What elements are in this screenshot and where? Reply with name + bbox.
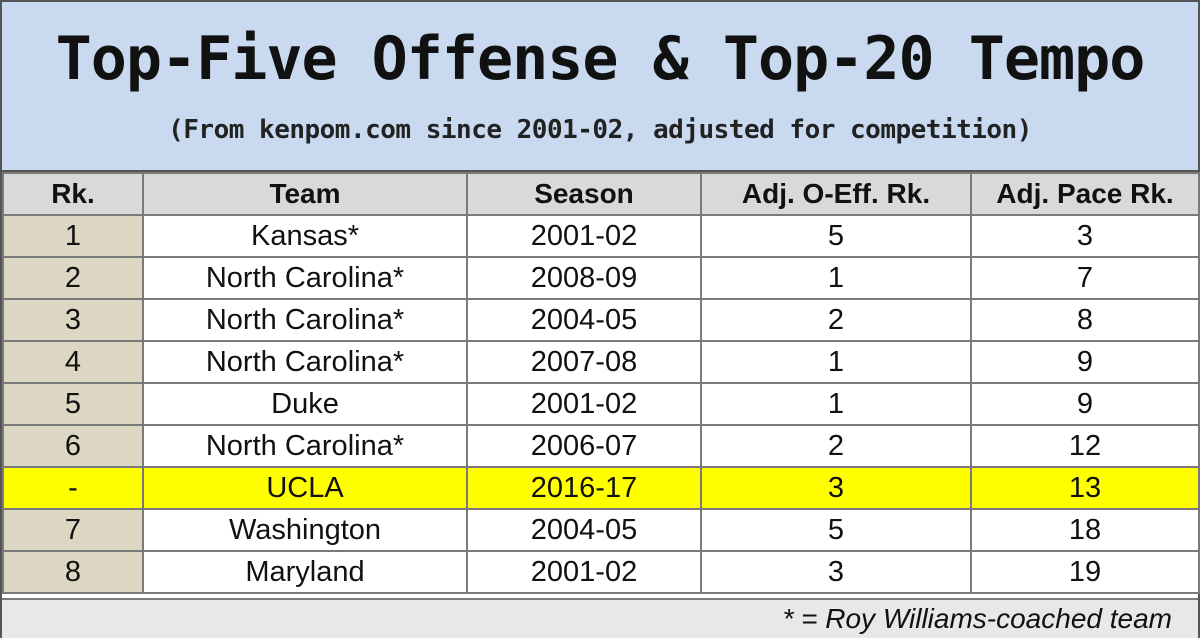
cell-season: 2008-09 xyxy=(466,256,702,300)
cell-offense-rank: 1 xyxy=(700,340,972,384)
footnote-text: * = Roy Williams-coached team xyxy=(782,603,1172,634)
cell-team: Maryland xyxy=(142,550,468,594)
cell-pace-rank: 12 xyxy=(970,424,1200,468)
cell-team: North Carolina* xyxy=(142,298,468,342)
cell-team: North Carolina* xyxy=(142,256,468,300)
footnote-bar: * = Roy Williams-coached team xyxy=(2,598,1198,638)
cell-season: 2007-08 xyxy=(466,340,702,384)
cell-team: Duke xyxy=(142,382,468,426)
cell-offense-rank: 1 xyxy=(700,256,972,300)
cell-team: Washington xyxy=(142,508,468,552)
cell-pace-rank: 3 xyxy=(970,214,1200,258)
cell-pace-rank: 9 xyxy=(970,382,1200,426)
cell-offense-rank: 3 xyxy=(700,550,972,594)
cell-season: 2016-17 xyxy=(466,466,702,510)
cell-offense-rank: 1 xyxy=(700,382,972,426)
cell-offense-rank: 5 xyxy=(700,508,972,552)
cell-rank: 6 xyxy=(2,424,144,468)
table-row-highlighted: - UCLA 2016-17 3 13 xyxy=(2,466,1200,510)
cell-rank: - xyxy=(2,466,144,510)
cell-team: North Carolina* xyxy=(142,340,468,384)
cell-season: 2006-07 xyxy=(466,424,702,468)
table-row: 8 Maryland 2001-02 3 19 xyxy=(2,550,1200,594)
cell-rank: 7 xyxy=(2,508,144,552)
cell-season: 2001-02 xyxy=(466,550,702,594)
cell-pace-rank: 8 xyxy=(970,298,1200,342)
table-row: 7 Washington 2004-05 5 18 xyxy=(2,508,1200,552)
cell-offense-rank: 2 xyxy=(700,424,972,468)
column-header-offense-rank: Adj. O-Eff. Rk. xyxy=(700,172,972,216)
table-row: 4 North Carolina* 2007-08 1 9 xyxy=(2,340,1200,384)
column-header-rank: Rk. xyxy=(2,172,144,216)
column-header-team: Team xyxy=(142,172,468,216)
cell-offense-rank: 5 xyxy=(700,214,972,258)
cell-rank: 4 xyxy=(2,340,144,384)
cell-pace-rank: 13 xyxy=(970,466,1200,510)
cell-offense-rank: 2 xyxy=(700,298,972,342)
cell-offense-rank: 3 xyxy=(700,466,972,510)
cell-rank: 5 xyxy=(2,382,144,426)
cell-rank: 1 xyxy=(2,214,144,258)
column-header-pace-rank: Adj. Pace Rk. xyxy=(970,172,1200,216)
cell-rank: 3 xyxy=(2,298,144,342)
table-header-row: Rk. Team Season Adj. O-Eff. Rk. Adj. Pac… xyxy=(2,172,1200,216)
chart-title: Top-Five Offense & Top-20 Tempo xyxy=(55,24,1146,94)
cell-season: 2001-02 xyxy=(466,214,702,258)
cell-rank: 2 xyxy=(2,256,144,300)
cell-team: North Carolina* xyxy=(142,424,468,468)
chart-subtitle: (From kenpom.com since 2001-02, adjusted… xyxy=(168,115,1032,145)
cell-team: UCLA xyxy=(142,466,468,510)
table-row: 1 Kansas* 2001-02 5 3 xyxy=(2,214,1200,258)
cell-season: 2004-05 xyxy=(466,508,702,552)
cell-pace-rank: 19 xyxy=(970,550,1200,594)
table-row: 3 North Carolina* 2004-05 2 8 xyxy=(2,298,1200,342)
cell-pace-rank: 18 xyxy=(970,508,1200,552)
table-body: 1 Kansas* 2001-02 5 3 2 North Carolina* 2008-09… xyxy=(2,214,1200,594)
column-header-season: Season xyxy=(466,172,702,216)
table-row: 6 North Carolina* 2006-07 2 12 xyxy=(2,424,1200,468)
cell-season: 2001-02 xyxy=(466,382,702,426)
cell-season: 2004-05 xyxy=(466,298,702,342)
rankings-table: Rk. Team Season Adj. O-Eff. Rk. Adj. Pac… xyxy=(2,172,1200,594)
cell-pace-rank: 9 xyxy=(970,340,1200,384)
table-row: 5 Duke 2001-02 1 9 xyxy=(2,382,1200,426)
cell-rank: 8 xyxy=(2,550,144,594)
cell-team: Kansas* xyxy=(142,214,468,258)
table-row: 2 North Carolina* 2008-09 1 7 xyxy=(2,256,1200,300)
cell-pace-rank: 7 xyxy=(970,256,1200,300)
title-banner: Top-Five Offense & Top-20 Tempo (From ke… xyxy=(2,2,1198,172)
